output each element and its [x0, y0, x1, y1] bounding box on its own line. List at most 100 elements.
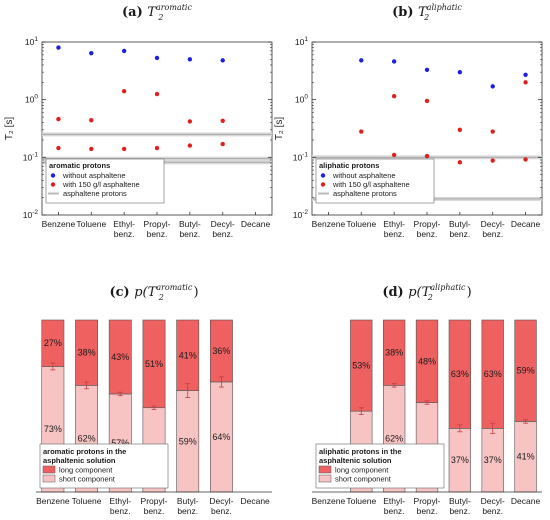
panel-title: (c) p(Taromatic 2) — [109, 283, 198, 302]
x-tick-label-line: benz. — [449, 506, 470, 516]
data-point — [523, 157, 528, 162]
x-tick-label: Benzene — [312, 219, 346, 229]
panel-label: (a) — [122, 5, 147, 20]
x-tick-label: Ethyl-benz. — [383, 496, 405, 516]
x-tick-label-line: Toluene — [346, 219, 376, 229]
legend-title: aromatic protons in the — [43, 447, 126, 456]
x-tick-label: Butyl-benz. — [449, 219, 471, 239]
data-point — [187, 143, 193, 148]
y-axis-label: T₂ [s] — [274, 117, 285, 141]
data-point — [490, 84, 495, 89]
x-tick-label-line: benz. — [417, 506, 438, 516]
y-tick-exp: -2 — [32, 209, 38, 216]
x-tick-label-line: benz. — [449, 229, 470, 239]
data-point — [490, 158, 495, 163]
y-tick-exp: 1 — [34, 36, 38, 43]
data-label-short: 59% — [179, 436, 197, 446]
y-tick-exp: -1 — [32, 151, 38, 158]
panel-d-p-t2-aliphatic-bars: (d) p(Taliphatic2)53%47%38%62%48%52%63%3… — [312, 283, 542, 516]
y-tick-exp: 0 — [304, 94, 308, 101]
legend-swatch — [318, 465, 332, 474]
x-tick-label-line: Toluene — [72, 496, 102, 506]
data-label-long: 48% — [418, 356, 436, 366]
data-label-short: 37% — [484, 455, 502, 465]
data-label-long: 38% — [385, 348, 403, 358]
x-tick-label-line: Decyl- — [481, 219, 505, 229]
x-tick-label: Ethyl-benz. — [113, 219, 135, 239]
y-tick-exp: -2 — [302, 209, 308, 216]
data-point — [187, 57, 193, 62]
x-tick-label-line: Propyl- — [141, 496, 168, 506]
legend-marker — [320, 173, 326, 178]
panel-title: (b) Taliphatic 2 — [392, 3, 462, 22]
x-tick-label: Toluene — [72, 496, 102, 506]
data-point — [220, 58, 225, 63]
title-prefix: p( — [408, 285, 422, 300]
y-tick-exp: -1 — [302, 151, 308, 158]
x-tick-label-line: benz. — [177, 506, 198, 516]
x-tick-label-line: Butyl- — [177, 496, 199, 506]
legend-box — [45, 158, 165, 204]
legend-entry-label: asphaltene protons — [63, 189, 127, 198]
data-point — [56, 145, 61, 151]
y-tick-label: 10-1 — [23, 151, 39, 162]
y-tick-label: 101 — [295, 36, 308, 47]
legend-swatch — [42, 474, 56, 483]
data-label-long: 27% — [44, 338, 62, 348]
legend-title: aliphatic protons in the — [319, 447, 402, 456]
legend-swatch — [42, 465, 56, 474]
y-tick-base: 10 — [295, 37, 305, 47]
data-point — [56, 45, 61, 50]
data-point — [89, 118, 94, 123]
x-tick-label-line: benz. — [147, 229, 168, 239]
data-label-long: 63% — [451, 369, 469, 379]
title-sup: aromatic — [156, 3, 193, 12]
x-tick-label: Benzene — [312, 496, 346, 506]
title-sub: 2 — [427, 293, 433, 302]
x-tick-label: Decane — [241, 219, 271, 229]
legend-box — [39, 443, 169, 489]
x-tick-label-line: Butyl- — [179, 219, 201, 229]
data-label-long: 38% — [78, 348, 96, 358]
x-tick-label-line: Benzene — [312, 496, 346, 506]
x-tick-label: Toluene — [76, 219, 106, 229]
data-point — [89, 50, 94, 56]
y-tick-label: 10-1 — [293, 151, 309, 162]
x-tick-label: Decyl-benz. — [211, 219, 235, 239]
data-point — [154, 55, 160, 61]
y-tick-label: 10-2 — [23, 209, 39, 220]
x-tick-label: Decane — [511, 219, 541, 229]
legend-entry-label: asphaltene protons — [333, 189, 397, 198]
y-tick-base: 10 — [293, 210, 303, 220]
data-point — [391, 152, 397, 158]
x-tick-label-line: Decane — [511, 219, 541, 229]
x-tick-label: Decane — [511, 496, 541, 506]
data-label-short: 62% — [385, 434, 403, 444]
y-tick-label: 100 — [295, 94, 308, 105]
x-tick-label-line: benz. — [110, 506, 131, 516]
data-label-long: 41% — [179, 350, 197, 360]
x-tick-label-line: Decane — [241, 219, 271, 229]
x-tick-label-line: Butyl- — [449, 219, 471, 229]
y-tick-base: 10 — [295, 95, 305, 105]
x-tick-label: Benzene — [36, 496, 70, 506]
panel-c-p-t2-aromatic-bars: (c) p(Taromatic2)27%73%38%62%43%57%51%49… — [36, 283, 272, 516]
panel-title: (d) p(Taliphatic 2) — [382, 283, 471, 302]
data-point — [220, 141, 225, 147]
data-point — [89, 146, 94, 152]
y-tick-base: 10 — [25, 37, 35, 47]
legend-title: asphaltenic solution — [43, 456, 116, 465]
x-tick-label-line: Benzene — [42, 219, 76, 229]
data-point — [424, 98, 430, 104]
data-point — [154, 145, 160, 151]
y-tick-base: 10 — [293, 152, 303, 162]
panel-label: (b) — [392, 5, 418, 20]
x-tick-label-line: benz. — [114, 229, 135, 239]
data-label-short: 37% — [451, 455, 469, 465]
legend-entry-label: without asphaltene — [332, 171, 396, 180]
y-tick-label: 100 — [25, 94, 38, 105]
